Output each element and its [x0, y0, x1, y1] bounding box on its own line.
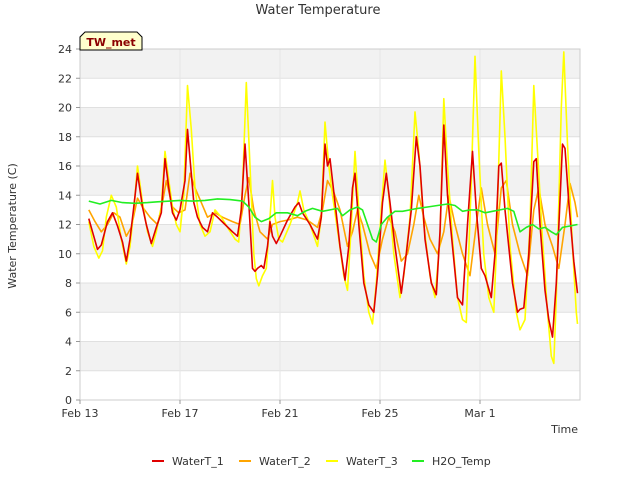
y-tick-label: 6 — [65, 306, 72, 319]
x-tick-label: Feb 17 — [162, 407, 199, 420]
y-tick-label: 22 — [58, 72, 72, 85]
series-line-watert-2 — [88, 172, 579, 277]
plot-band — [80, 341, 580, 371]
y-tick-label: 8 — [65, 277, 72, 290]
y-tick-label: 14 — [58, 189, 72, 202]
legend: WaterT_1 WaterT_2 WaterT_3 H2O_Temp — [152, 455, 491, 468]
x-tick-label: Mar 1 — [464, 407, 495, 420]
chart-title: Water Temperature — [256, 3, 381, 18]
x-tick-label: Feb 13 — [62, 407, 99, 420]
legend-label: H2O_Temp — [432, 455, 491, 468]
series-line-watert-1 — [88, 124, 579, 338]
plot-band — [80, 370, 580, 400]
plot-band — [80, 78, 580, 108]
x-tick-label: Feb 25 — [362, 407, 399, 420]
series-line-watert-3 — [88, 51, 579, 365]
plot-band — [80, 49, 580, 79]
y-tick-label: 0 — [65, 394, 72, 407]
plot-band — [80, 253, 580, 283]
site-badge: TW_met — [79, 31, 143, 51]
y-tick-label: 4 — [65, 336, 72, 349]
plot-band — [80, 107, 580, 137]
y-tick-label: 24 — [58, 43, 72, 56]
series-line-h2o-temp — [88, 198, 578, 243]
x-axis-label: Time — [550, 423, 578, 436]
y-tick-label: 18 — [58, 131, 72, 144]
plot-band — [80, 283, 580, 313]
legend-label: WaterT_1 — [172, 455, 224, 468]
y-tick-label: 12 — [58, 219, 72, 232]
site-badge-shape — [79, 31, 143, 51]
y-tick-label: 20 — [58, 102, 72, 115]
y-tick-label: 10 — [58, 248, 72, 261]
plot-band — [80, 312, 580, 342]
y-tick-label: 2 — [65, 365, 72, 378]
legend-label: WaterT_3 — [346, 455, 398, 468]
x-axis-ticks: Feb 13 Feb 17 Feb 21 Feb 25 Mar 1 — [62, 400, 496, 420]
legend-label: WaterT_2 — [259, 455, 311, 468]
site-badge-label: TW_met — [86, 36, 135, 49]
series-lines — [88, 51, 579, 365]
y-tick-label: 16 — [58, 160, 72, 173]
y-axis-label: Water Temperature (C) — [6, 163, 19, 288]
x-tick-label: Feb 21 — [262, 407, 299, 420]
